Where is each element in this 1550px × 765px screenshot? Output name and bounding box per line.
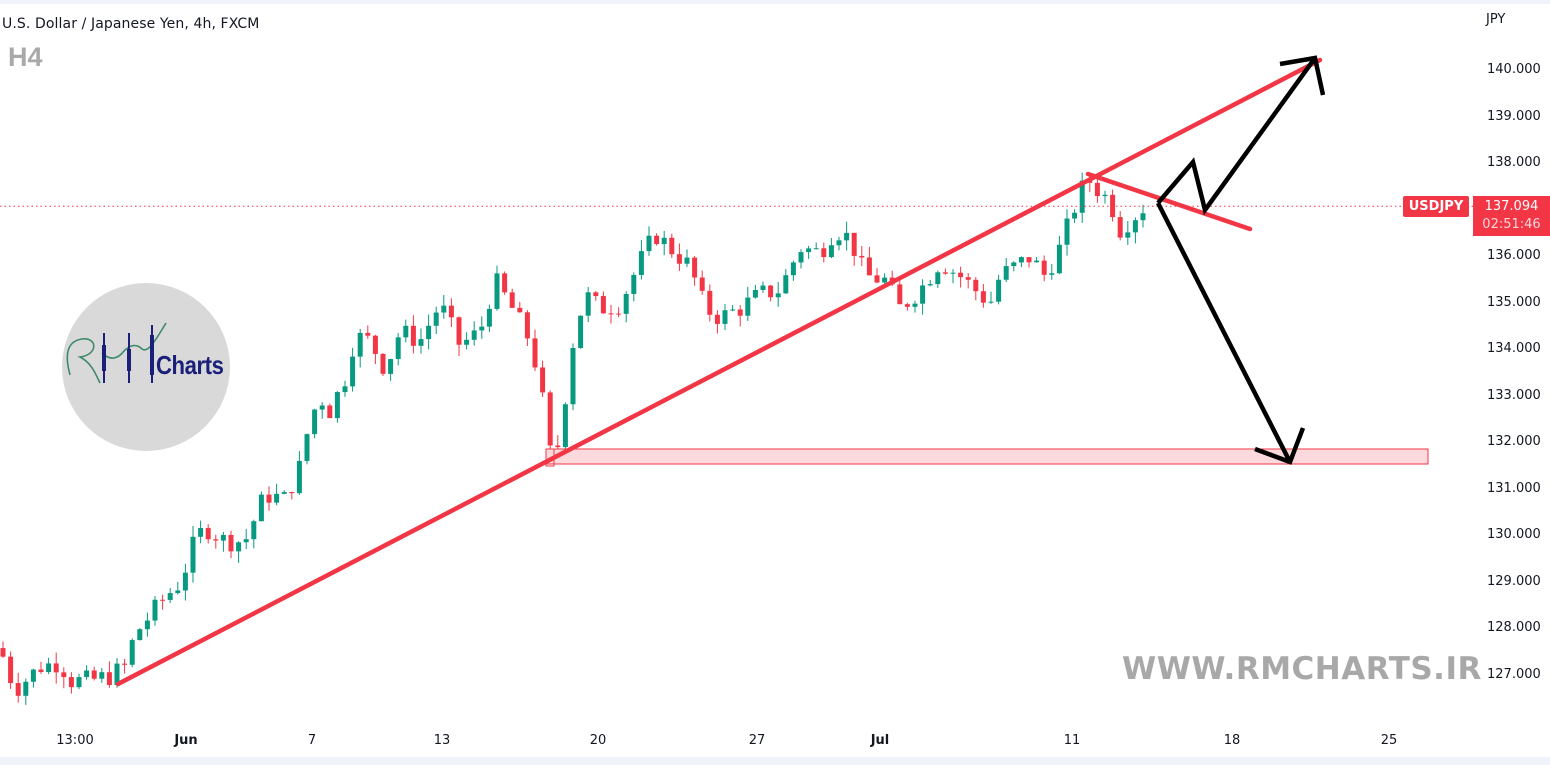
time-tick-label: 13:00	[56, 733, 94, 748]
price-tick-label: 133.000	[1487, 387, 1541, 403]
price-tick-label: 127.000	[1487, 667, 1541, 682]
price-tick-label: 134.000	[1487, 341, 1541, 357]
time-tick-label: 7	[307, 733, 317, 748]
bullish-arrowhead-icon	[1279, 55, 1326, 96]
price-axis-currency: JPY	[1486, 12, 1506, 27]
bearish-arrowhead-icon	[1254, 427, 1306, 465]
time-tick-label: 25	[1380, 733, 1398, 748]
price-tick-label: 135.000	[1487, 294, 1541, 310]
time-tick-label: 18	[1223, 733, 1241, 748]
watermark: WWW.RMCHARTS.IR	[1122, 651, 1482, 687]
last-price-value: 137.094	[1484, 199, 1539, 214]
time-tick-label: Jul	[870, 733, 890, 748]
price-tick-label: 129.000	[1487, 573, 1541, 589]
bottom-border	[0, 757, 1550, 765]
bearish-scenario-arrow	[1155, 201, 1293, 464]
bullish-scenario-arrow	[1156, 56, 1317, 216]
price-tick-label: 132.000	[1487, 434, 1541, 450]
rm-signature-icon	[66, 322, 167, 384]
time-tick-label: 20	[589, 733, 607, 748]
time-tick-label: 27	[748, 733, 766, 748]
chart-title: U.S. Dollar / Japanese Yen, 4h, FXCM	[2, 16, 260, 32]
timeframe-badge: H4	[8, 42, 43, 72]
last-price-tag: 137.094 02:51:46	[1473, 196, 1550, 236]
rmcharts-logo: Charts	[62, 283, 230, 451]
logo-text: Charts	[156, 350, 224, 380]
price-tick-label: 140.000	[1487, 62, 1541, 77]
price-tick-label: 131.000	[1487, 480, 1541, 496]
price-tick-label: 139.000	[1487, 108, 1541, 124]
price-tick-label: 128.000	[1487, 620, 1541, 636]
top-border	[0, 0, 1550, 4]
price-tick-label: 136.000	[1487, 248, 1541, 264]
price-tick-label: 130.000	[1487, 527, 1541, 543]
bar-countdown: 02:51:46	[1482, 217, 1541, 232]
time-tick-label: 13	[433, 733, 451, 748]
price-tick-label: 138.000	[1487, 155, 1541, 171]
descending-trendline	[1085, 171, 1253, 232]
time-tick-label: 11	[1063, 733, 1081, 748]
time-tick-label: Jun	[174, 733, 198, 748]
candlestick-series	[0, 172, 1146, 705]
ascending-trendline	[115, 57, 1323, 687]
symbol-price-tag: USDJPY	[1403, 196, 1469, 217]
